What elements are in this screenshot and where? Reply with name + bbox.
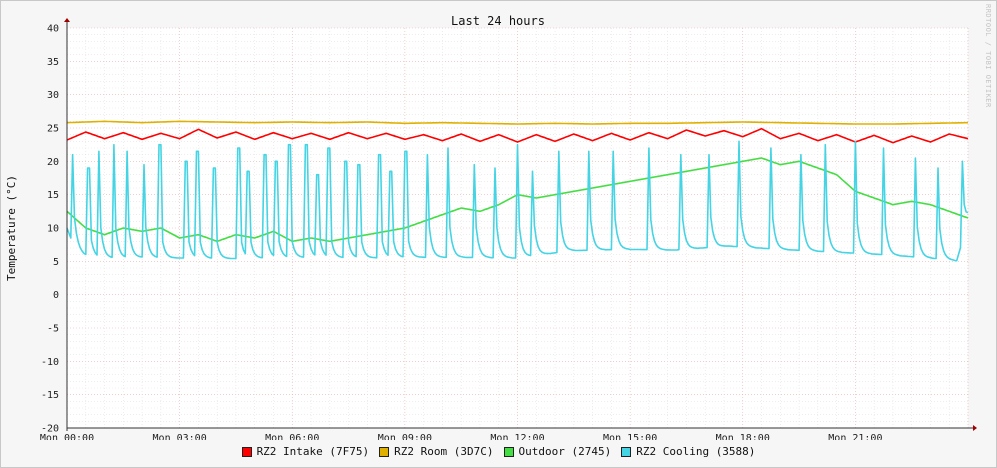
legend-swatch — [621, 446, 632, 457]
legend-item: RZ2 Intake (7F75) — [241, 445, 370, 458]
y-tick-label: -10 — [41, 357, 59, 368]
y-tick-label: 40 — [47, 24, 59, 35]
legend-swatch — [241, 446, 252, 457]
rrdtool-watermark: RRDTOOL / TOBI OETIKER — [984, 4, 992, 108]
y-tick-label: 20 — [47, 157, 59, 168]
grid — [66, 27, 969, 429]
legend-swatch — [379, 446, 390, 457]
chart-title: Last 24 hours — [451, 14, 545, 28]
y-tick-label: 0 — [53, 290, 59, 301]
series-line-room — [66, 120, 968, 125]
x-tick-labels: Mon 00:00 Mon 03:00 Mon 06:00 Mon 09:00 Mon … — [40, 433, 883, 440]
y-tick-label: -15 — [41, 390, 59, 401]
legend-item: Outdoor (2745) — [503, 445, 612, 458]
y-tick-label: 35 — [47, 57, 59, 68]
legend-label: RZ2 Room (3D7C) — [394, 445, 494, 458]
x-tick-label: Mon 21:00 — [828, 433, 882, 440]
y-tick-label: -5 — [47, 324, 59, 335]
y-tick-label: 10 — [47, 224, 59, 235]
x-tick-label: Mon 03:00 — [153, 433, 207, 440]
legend-item: RZ2 Room (3D7C) — [379, 445, 494, 458]
x-tick-label: Mon 12:00 — [490, 433, 544, 440]
x-axis-arrow — [973, 425, 977, 431]
x-tick-label: Mon 15:00 — [603, 433, 657, 440]
y-tick-label: -20 — [41, 424, 59, 435]
legend-swatch — [503, 446, 514, 457]
y-tick-label: 15 — [47, 190, 59, 201]
legend-label: Outdoor (2745) — [518, 445, 612, 458]
series-layer — [66, 120, 969, 262]
axes — [64, 18, 977, 431]
x-tick-label: Mon 09:00 — [378, 433, 432, 440]
y-tick-label: 30 — [47, 90, 59, 101]
x-tick-label: Mon 00:00 — [40, 433, 94, 440]
legend-label: RZ2 Intake (7F75) — [256, 445, 370, 458]
series-line-intake — [66, 127, 969, 144]
series-line-cooling — [66, 140, 969, 262]
x-tick-label: Mon 06:00 — [265, 433, 319, 440]
legend-item: RZ2 Cooling (3588) — [621, 445, 755, 458]
y-tick-labels: 40 35 30 25 20 15 10 5 0 -5 -10 -15 -20 — [41, 24, 59, 435]
y-axis-label: Temperature (°C) — [5, 175, 18, 281]
legend: RZ2 Intake (7F75) RZ2 Room (3D7C) Outdoor … — [0, 445, 997, 460]
y-tick-label: 25 — [47, 124, 59, 135]
x-tick-label: Mon 18:00 — [716, 433, 770, 440]
y-axis-arrow — [64, 18, 70, 22]
legend-label: RZ2 Cooling (3588) — [636, 445, 756, 458]
y-tick-label: 5 — [53, 257, 59, 268]
